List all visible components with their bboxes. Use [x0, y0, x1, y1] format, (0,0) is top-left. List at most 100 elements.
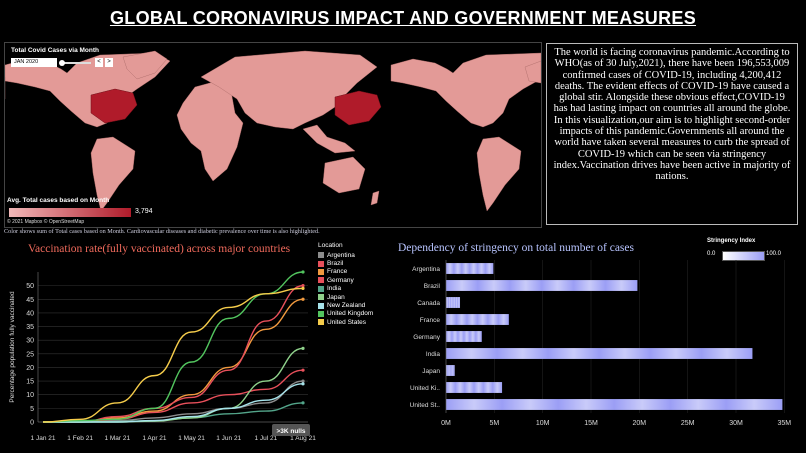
series-end-point[interactable] — [301, 284, 305, 288]
series-line-new-zealand[interactable] — [43, 383, 304, 423]
land-south-america-2 — [476, 136, 522, 212]
legend-item[interactable]: Germany — [318, 276, 373, 284]
series-end-point[interactable] — [301, 286, 305, 290]
y-tick-label: 40 — [26, 310, 34, 317]
series-line-united-states[interactable] — [42, 287, 304, 423]
legend-label: United Kingdom — [327, 310, 374, 318]
stringency-chart-title: Dependency of stringency on total number… — [398, 242, 634, 254]
x-tick-label: 1 Jan 21 — [31, 435, 56, 442]
y-tick-label: 35 — [26, 324, 34, 331]
bar-brazil[interactable] — [446, 280, 638, 291]
category-label: United St.. — [410, 402, 441, 409]
prev-month-button[interactable]: < — [95, 58, 103, 67]
map-legend-max: 3,794 — [135, 208, 153, 215]
x-tick-label: 10M — [536, 420, 550, 427]
y-tick-label: 50 — [26, 283, 34, 290]
series-line-argentina[interactable] — [43, 380, 304, 423]
china-highlight — [90, 88, 138, 124]
legend-label: Argentina — [327, 251, 355, 259]
series-end-point[interactable] — [301, 270, 305, 274]
legend-item[interactable]: Brazil — [318, 259, 373, 267]
legend-item[interactable]: France — [318, 268, 373, 276]
land-south-america — [90, 136, 136, 212]
x-tick-label: 15M — [584, 420, 598, 427]
legend-item[interactable]: Argentina — [318, 251, 373, 259]
y-tick-label: 45 — [26, 297, 34, 304]
y-tick-label: 30 — [26, 338, 34, 345]
legend-swatch — [318, 252, 324, 259]
series-end-point[interactable] — [301, 382, 305, 386]
map-land — [5, 50, 541, 212]
series-end-point[interactable] — [301, 401, 305, 405]
category-label: United Ki.. — [410, 385, 440, 392]
category-label: Brazil — [424, 283, 441, 290]
legend-swatch — [318, 319, 324, 326]
legend-title: Location — [318, 242, 343, 249]
null-badge-label: >3K nulls — [276, 428, 305, 435]
legend-swatch — [318, 302, 324, 309]
null-badge[interactable] — [272, 424, 310, 436]
category-label: Germany — [413, 334, 440, 341]
stringency-legend-max: 100.0 — [766, 251, 782, 257]
vaccination-legend: Location Argentina Brazil France Germany Ind… — [318, 242, 373, 327]
legend-swatch — [318, 294, 324, 301]
land-southeast-asia — [302, 124, 356, 154]
x-tick-label: 1 Aug 21 — [290, 435, 316, 442]
legend-swatch — [318, 268, 324, 275]
x-tick-label: 30M — [729, 420, 743, 427]
series-end-point[interactable] — [301, 297, 305, 301]
map-control-title: Total Covid Cases via Month — [11, 47, 100, 54]
bar-germany[interactable] — [446, 331, 482, 342]
y-tick-label: 25 — [26, 351, 34, 358]
category-label: India — [426, 351, 440, 358]
stringency-legend-title: Stringency Index — [707, 238, 756, 244]
y-tick-label: 5 — [30, 406, 34, 413]
map-legend-title: Avg. Total cases based on Month — [7, 197, 110, 204]
bar-argentina[interactable] — [446, 263, 494, 274]
series-end-point[interactable] — [301, 379, 305, 383]
category-label: Canada — [417, 300, 440, 307]
bar-japan[interactable] — [446, 365, 455, 376]
legend-item[interactable]: Japan — [318, 293, 373, 301]
month-selector[interactable]: JAN 2020 — [11, 58, 57, 67]
bar-united-st-[interactable] — [446, 399, 783, 410]
stringency-bar-chart[interactable]: 0M 5M 10M 15M 20M 25M 30M 35M Argentina Brazil Can… — [390, 258, 802, 453]
legend-label: France — [327, 268, 348, 276]
land-greenland — [122, 50, 168, 80]
land-australia — [322, 156, 366, 194]
world-map[interactable]: Total Covid Cases via Month JAN 2020 < >… — [4, 42, 542, 228]
month-slider[interactable] — [59, 60, 91, 66]
stringency-legend-gradient — [722, 251, 765, 261]
legend-label: Brazil — [327, 260, 344, 268]
vaccination-line-chart[interactable]: 0 5 10 15 20 25 30 35 40 45 50 1 Jan 21 1 Feb 21 1 Ma… — [0, 258, 316, 453]
legend-item[interactable]: United Kingdom — [318, 310, 373, 318]
x-tick-label: 1 Jul 21 — [254, 435, 277, 442]
legend-label: India — [327, 285, 342, 293]
y-axis-label: Percentage population fully vaccinated — [9, 291, 16, 403]
stringency-legend-min: 0.0 — [707, 251, 716, 257]
bar-india[interactable] — [446, 348, 753, 359]
legend-item[interactable]: United States — [318, 318, 373, 326]
next-month-button[interactable]: > — [105, 58, 113, 67]
map-canvas[interactable] — [5, 43, 541, 227]
series-line-united-kingdom[interactable] — [42, 271, 304, 423]
series-end-point[interactable] — [301, 346, 305, 350]
x-tick-label: 20M — [633, 420, 647, 427]
summary-text: The world is facing coronavirus pandemic… — [546, 43, 798, 225]
bar-france[interactable] — [446, 314, 509, 325]
x-tick-label: 35M — [778, 420, 792, 427]
y-tick-label: 10 — [26, 392, 34, 399]
x-tick-label: 0M — [441, 420, 451, 427]
y-tick-label: 20 — [26, 365, 34, 372]
map-credit[interactable]: © 2021 Mapbox © OpenStreetMap — [7, 219, 85, 225]
bar-united-ki-[interactable] — [446, 382, 503, 393]
series-end-point[interactable] — [301, 368, 305, 372]
legend-swatch — [318, 260, 324, 267]
bar-canada[interactable] — [446, 297, 461, 308]
series-line-brazil[interactable] — [43, 369, 304, 423]
china-highlight-2 — [334, 90, 382, 126]
legend-item[interactable]: India — [318, 285, 373, 293]
legend-label: New Zealand — [327, 302, 366, 310]
legend-item[interactable]: New Zealand — [318, 301, 373, 309]
vaccination-chart-title: Vaccination rate(fully vaccinated) acros… — [28, 243, 291, 255]
